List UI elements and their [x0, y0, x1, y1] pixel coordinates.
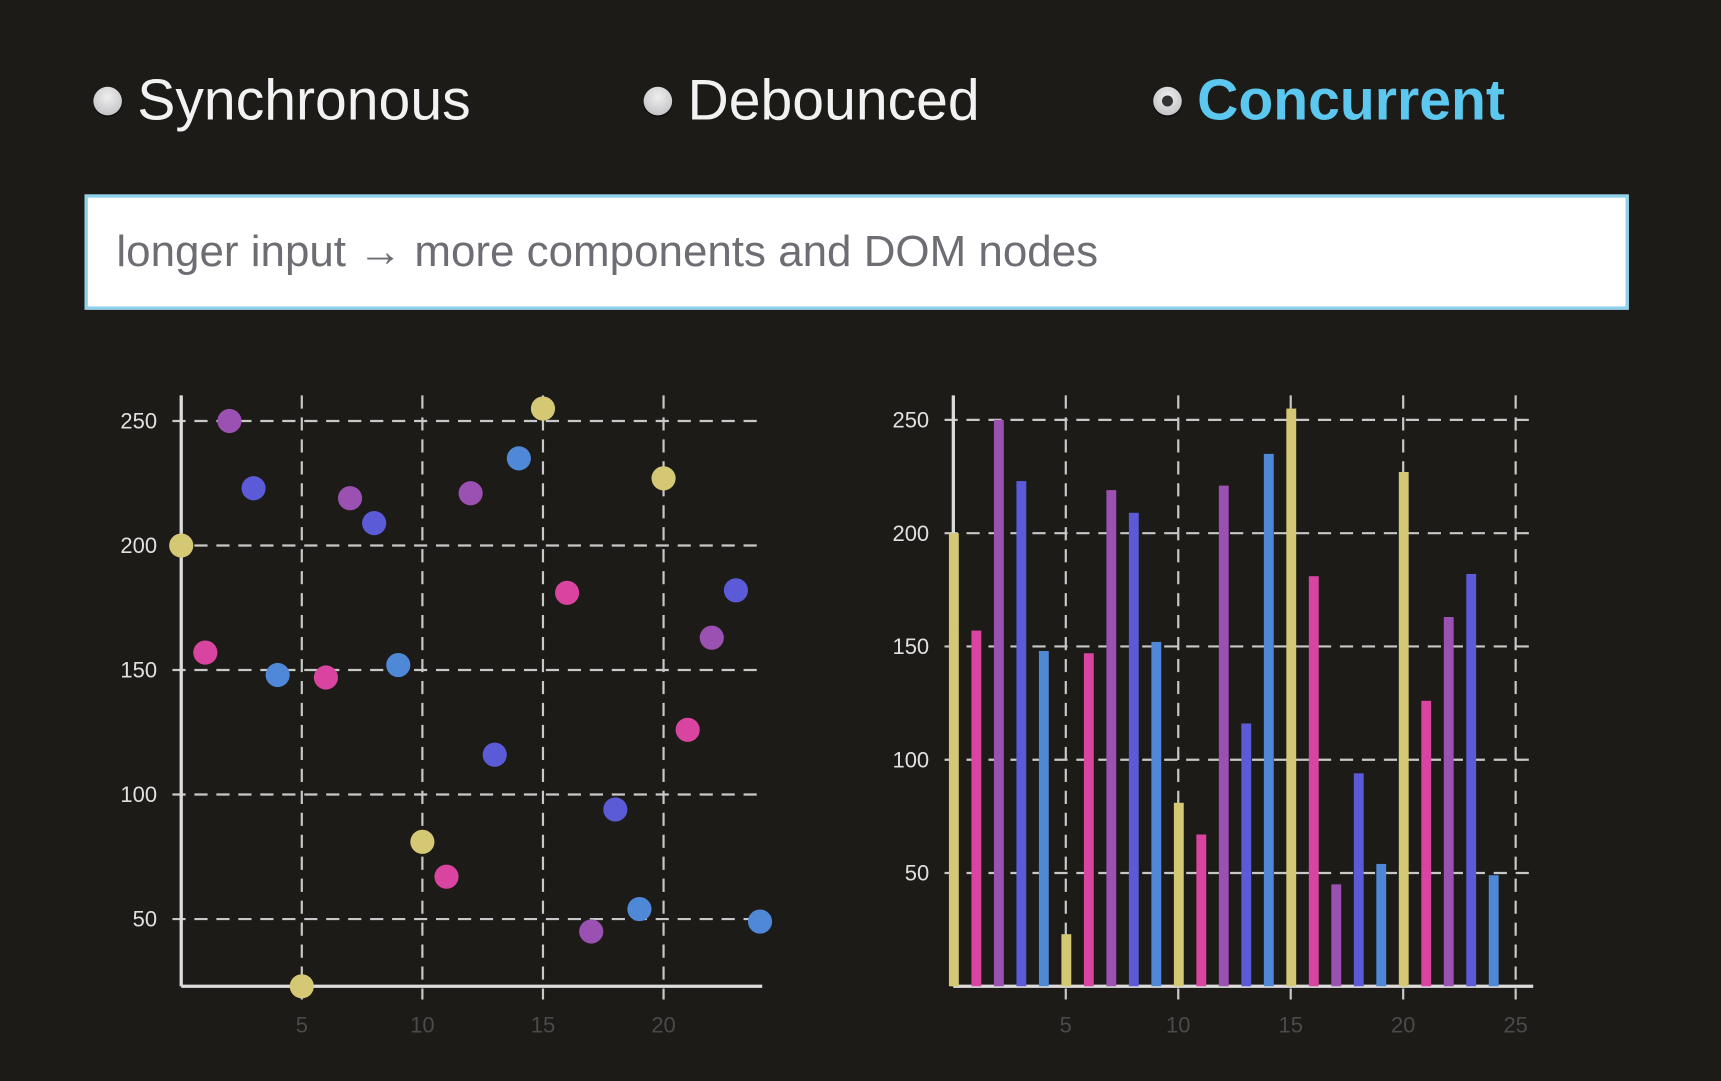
y-tick-label: 100 [893, 747, 930, 772]
bar [1038, 650, 1049, 987]
scatter-point [265, 662, 290, 688]
bar [1398, 472, 1409, 987]
radio-concurrent[interactable]: Concurrent [1153, 68, 1505, 134]
bar [1286, 408, 1297, 987]
bar [1376, 863, 1387, 987]
bar [1016, 481, 1027, 987]
scatter-point [506, 446, 531, 471]
scatter-point [386, 652, 411, 678]
bar [1488, 875, 1499, 987]
y-tick-label: 200 [120, 533, 157, 558]
scatter-point [699, 625, 724, 650]
scatter-point [651, 466, 676, 491]
x-tick-label: 20 [651, 1012, 675, 1037]
radio-label: Concurrent [1197, 69, 1505, 133]
scatter-point [627, 896, 652, 922]
radio-label: Debounced [687, 69, 980, 133]
scatter-point [217, 408, 242, 434]
x-tick-label: 20 [1391, 1012, 1415, 1037]
text-input[interactable] [84, 194, 1629, 310]
x-tick-label: 25 [1503, 1012, 1527, 1037]
scatter-point [434, 864, 459, 889]
bar [1466, 573, 1477, 987]
bar [1151, 641, 1162, 987]
bar [993, 419, 1004, 987]
bar [1128, 512, 1139, 987]
radio-label: Synchronous [137, 69, 471, 133]
bar [948, 533, 959, 987]
bar [1353, 773, 1364, 987]
scatter-point [555, 580, 580, 605]
y-tick-label: 250 [893, 408, 930, 433]
scatter-point [530, 396, 556, 421]
bar [1061, 934, 1072, 987]
x-tick-label: 5 [1060, 1012, 1072, 1037]
y-tick-label: 50 [133, 907, 157, 932]
bar [1443, 616, 1454, 987]
scatter-point [723, 578, 748, 603]
bar [1263, 453, 1274, 987]
scatter-point [193, 640, 218, 665]
scatter-point [313, 665, 339, 690]
x-tick-label: 15 [1279, 1012, 1303, 1037]
bar [1106, 490, 1117, 987]
radio-circle-icon[interactable] [93, 86, 122, 116]
scatter-point [169, 533, 194, 558]
bar [1173, 802, 1184, 987]
scatter-point [482, 742, 507, 767]
radio-circle-icon[interactable] [643, 86, 673, 116]
bar [971, 630, 982, 987]
y-tick-label: 50 [905, 861, 929, 886]
scatter-point [337, 486, 363, 511]
x-tick-label: 15 [531, 1012, 555, 1037]
y-tick-label: 150 [120, 658, 157, 683]
x-tick-label: 10 [410, 1012, 434, 1037]
scatter-point [675, 717, 700, 742]
scatter-point [579, 919, 604, 944]
bar [1196, 834, 1207, 987]
bar [1421, 700, 1432, 987]
bar [1331, 884, 1342, 987]
scatter-point [410, 829, 435, 854]
bar-chart: 50 100 150 200 250 5 10 15 20 25 [893, 395, 1534, 1037]
scatter-chart: 50 100 150 200 250 5 10 15 20 [120, 395, 773, 1037]
scatter-point [289, 974, 314, 999]
x-tick-label: 5 [296, 1012, 308, 1037]
bar [1218, 485, 1229, 987]
y-tick-label: 250 [120, 409, 157, 434]
scatter-point [362, 511, 387, 536]
radio-synchronous[interactable]: Synchronous [93, 68, 471, 134]
radio-debounced[interactable]: Debounced [643, 68, 980, 134]
scatter-point [241, 476, 266, 501]
scatter-point [458, 481, 483, 506]
radio-selected-icon[interactable] [1153, 86, 1182, 116]
y-tick-label: 200 [893, 521, 930, 546]
bar [1083, 653, 1094, 987]
y-tick-label: 150 [893, 634, 930, 659]
scatter-point [747, 909, 773, 934]
y-tick-label: 100 [120, 782, 157, 807]
bar [1241, 723, 1252, 987]
bar [1308, 576, 1319, 987]
x-tick-label: 10 [1166, 1012, 1190, 1037]
scatter-point [603, 797, 628, 822]
